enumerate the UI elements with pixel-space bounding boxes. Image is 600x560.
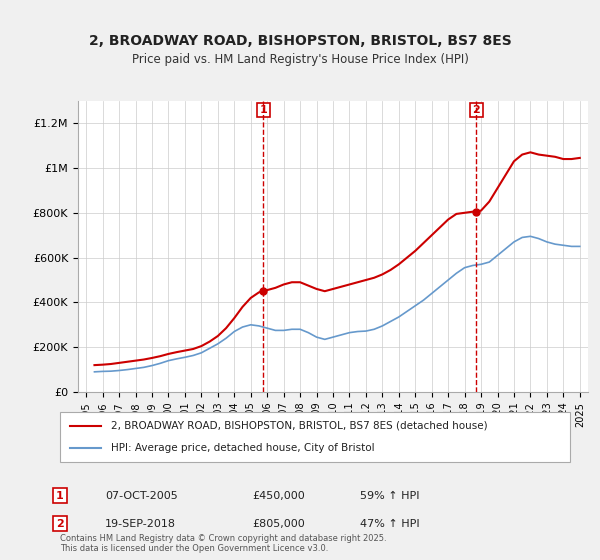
FancyBboxPatch shape <box>60 412 570 462</box>
Text: HPI: Average price, detached house, City of Bristol: HPI: Average price, detached house, City… <box>111 443 374 453</box>
Text: 47% ↑ HPI: 47% ↑ HPI <box>360 519 419 529</box>
Text: 1: 1 <box>56 491 64 501</box>
Text: 2, BROADWAY ROAD, BISHOPSTON, BRISTOL, BS7 8ES: 2, BROADWAY ROAD, BISHOPSTON, BRISTOL, B… <box>89 34 511 48</box>
Text: £450,000: £450,000 <box>252 491 305 501</box>
Text: Contains HM Land Registry data © Crown copyright and database right 2025.
This d: Contains HM Land Registry data © Crown c… <box>60 534 386 553</box>
Text: Price paid vs. HM Land Registry's House Price Index (HPI): Price paid vs. HM Land Registry's House … <box>131 53 469 66</box>
Text: 2: 2 <box>473 105 481 115</box>
Text: £805,000: £805,000 <box>252 519 305 529</box>
Text: 07-OCT-2005: 07-OCT-2005 <box>105 491 178 501</box>
Text: 2: 2 <box>56 519 64 529</box>
Text: 1: 1 <box>260 105 267 115</box>
Text: 19-SEP-2018: 19-SEP-2018 <box>105 519 176 529</box>
Text: 59% ↑ HPI: 59% ↑ HPI <box>360 491 419 501</box>
Text: 2, BROADWAY ROAD, BISHOPSTON, BRISTOL, BS7 8ES (detached house): 2, BROADWAY ROAD, BISHOPSTON, BRISTOL, B… <box>111 421 488 431</box>
